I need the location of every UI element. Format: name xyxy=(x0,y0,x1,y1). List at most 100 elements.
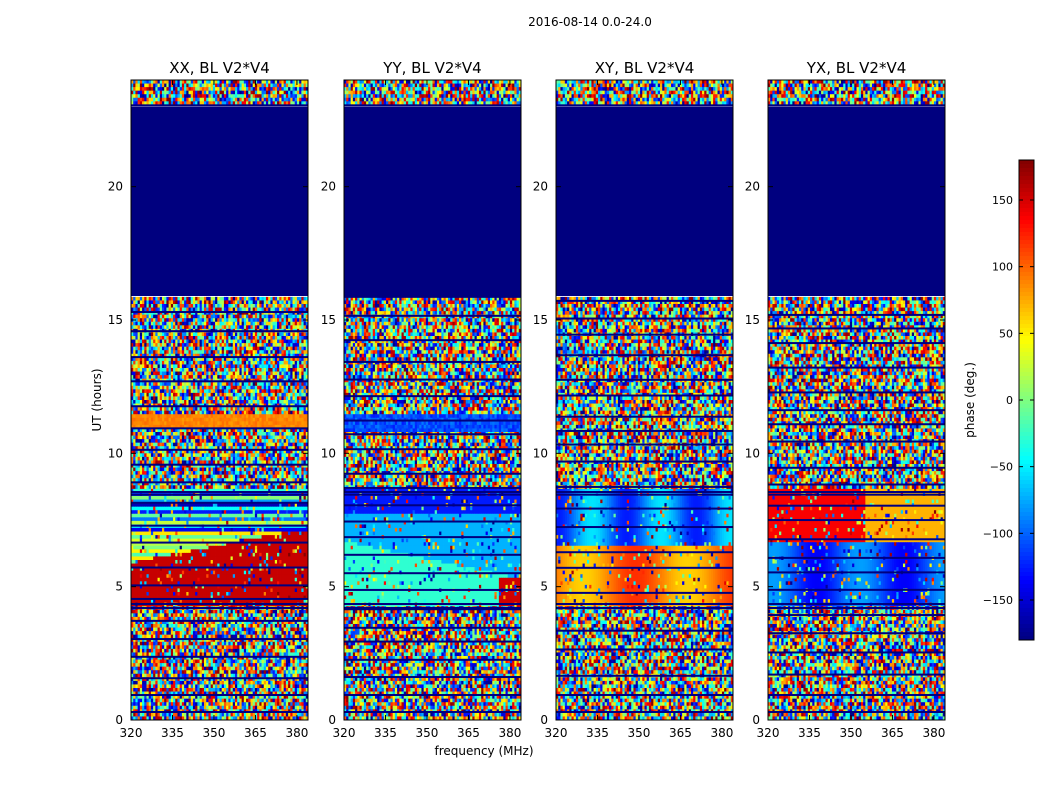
flag-line xyxy=(344,608,521,611)
x-tick-label: 350 xyxy=(416,726,439,740)
colorbar-segment xyxy=(1019,340,1034,345)
panel-yx: YX, BL V2*V4 320 335 350 365 380 0 5 10 15 20 xyxy=(745,59,946,740)
x-tick-label: 365 xyxy=(457,726,480,740)
flagged-block xyxy=(344,106,521,297)
panel-title: XY, BL V2*V4 xyxy=(595,59,695,77)
colorbar-segment xyxy=(1019,620,1034,625)
flag-line xyxy=(556,507,733,510)
x-tick-label: 335 xyxy=(374,726,397,740)
flag-line xyxy=(131,607,308,609)
colorbar-segment xyxy=(1019,556,1034,561)
colorbar-segment xyxy=(1019,264,1034,269)
flag-line xyxy=(344,676,521,679)
flag-line xyxy=(768,440,945,443)
y-tick-label: 5 xyxy=(540,580,548,594)
flag-line xyxy=(556,460,733,463)
flag-line xyxy=(131,481,308,484)
flag-line xyxy=(768,607,945,609)
colorbar-segment xyxy=(1019,160,1034,165)
flag-line xyxy=(768,571,945,574)
flag-line xyxy=(344,295,521,298)
panel-title: YY, BL V2*V4 xyxy=(382,59,481,77)
colorbar-segment xyxy=(1019,348,1034,353)
flag-line xyxy=(131,491,308,493)
y-tick-label: 5 xyxy=(752,580,760,594)
colorbar-segment xyxy=(1019,624,1034,629)
colorbar-tick-label: 50 xyxy=(999,327,1013,340)
y-tick-label: 0 xyxy=(752,713,760,727)
colorbar-tick-label: −150 xyxy=(983,594,1013,607)
flag-line xyxy=(556,429,733,432)
flag-line xyxy=(344,486,521,489)
colorbar-segment xyxy=(1019,216,1034,221)
figure-title: 2016-08-14 0.0-24.0 xyxy=(528,15,652,29)
colorbar-segment xyxy=(1019,324,1034,329)
y-axis-label: UT (hours) xyxy=(90,368,104,431)
colorbar-segment xyxy=(1019,416,1034,421)
flag-line xyxy=(768,493,945,496)
flag-line xyxy=(768,366,945,369)
x-tick-label: 350 xyxy=(628,726,651,740)
colorbar-segment xyxy=(1019,388,1034,393)
colorbar-segment xyxy=(1019,412,1034,417)
colorbar-segment xyxy=(1019,476,1034,481)
colorbar-segment xyxy=(1019,380,1034,385)
colorbar-segment xyxy=(1019,604,1034,609)
colorbar-segment xyxy=(1019,260,1034,265)
colorbar-segment xyxy=(1019,392,1034,397)
x-tick-label: 380 xyxy=(922,726,945,740)
flag-line xyxy=(344,572,521,575)
flag-line xyxy=(768,466,945,469)
flag-line xyxy=(344,553,521,556)
colorbar-segment xyxy=(1019,296,1034,301)
flag-line xyxy=(768,313,945,316)
colorbar-segment xyxy=(1019,180,1034,185)
colorbar-segment xyxy=(1019,480,1034,485)
colorbar-segment xyxy=(1019,432,1034,437)
colorbar-segment xyxy=(1019,228,1034,233)
colorbar-segment xyxy=(1019,600,1034,605)
flag-line xyxy=(131,448,308,451)
colorbar-segment xyxy=(1019,212,1034,217)
colorbar-segment xyxy=(1019,424,1034,429)
colorbar-segment xyxy=(1019,548,1034,553)
flag-line xyxy=(556,526,733,529)
y-tick-label: 15 xyxy=(533,313,548,327)
flag-line xyxy=(344,472,521,475)
flag-line xyxy=(556,333,733,336)
colorbar-segment xyxy=(1019,172,1034,177)
colorbar-segment xyxy=(1019,608,1034,613)
x-tick-label: 350 xyxy=(840,726,863,740)
flag-line xyxy=(556,629,733,632)
colorbar-segment xyxy=(1019,436,1034,441)
flag-line xyxy=(556,591,733,594)
colorbar-segment xyxy=(1019,492,1034,497)
colorbar-segment xyxy=(1019,376,1034,381)
colorbar-segment xyxy=(1019,304,1034,309)
flag-line xyxy=(344,607,521,609)
colorbar-segment xyxy=(1019,632,1034,637)
colorbar-segment xyxy=(1019,588,1034,593)
flag-line xyxy=(556,354,733,357)
colorbar-segment xyxy=(1019,524,1034,529)
flag-line xyxy=(131,501,308,504)
colorbar-segment xyxy=(1019,244,1034,249)
colorbar-segment xyxy=(1019,232,1034,237)
colorbar-segment xyxy=(1019,396,1034,401)
y-tick-label: 20 xyxy=(745,180,760,194)
flag-line xyxy=(768,538,945,541)
colorbar-segment xyxy=(1019,400,1034,405)
flag-line xyxy=(556,674,733,677)
flag-line xyxy=(768,504,945,507)
flag-line xyxy=(556,378,733,381)
flag-line xyxy=(131,463,308,466)
colorbar-segment xyxy=(1019,504,1034,509)
colorbar-segment xyxy=(1019,440,1034,445)
colorbar-segment xyxy=(1019,288,1034,293)
colorbar-segment xyxy=(1019,544,1034,549)
colorbar-segment xyxy=(1019,512,1034,517)
flag-line xyxy=(131,566,308,569)
x-tick-label: 365 xyxy=(669,726,692,740)
y-tick-label: 10 xyxy=(533,446,548,460)
